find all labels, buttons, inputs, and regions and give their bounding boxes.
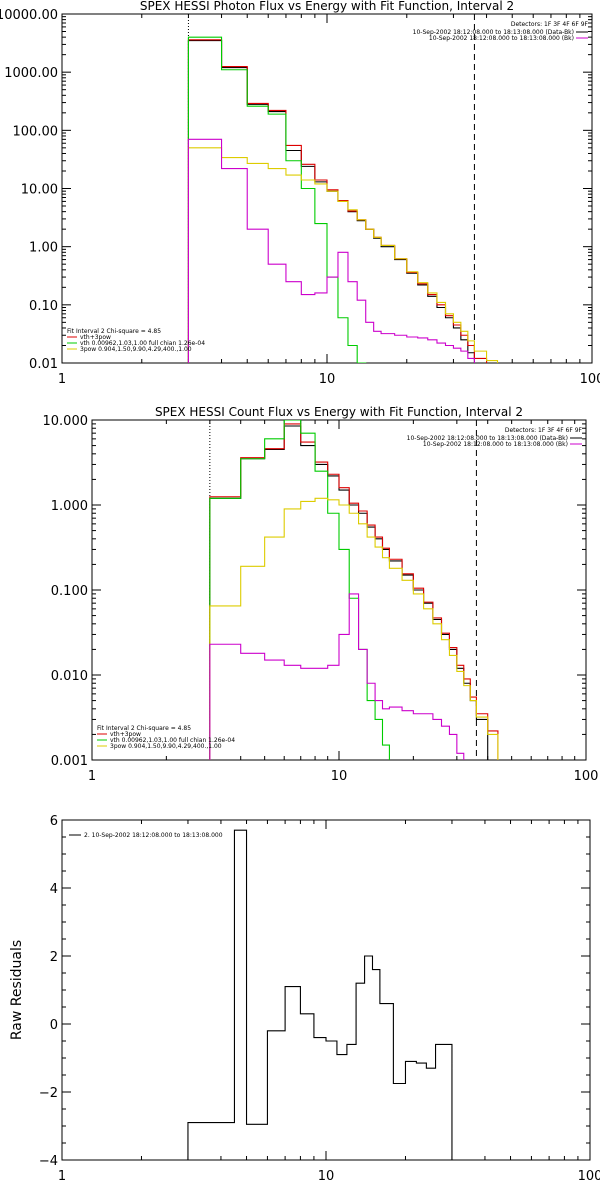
legend-entry-label: 3pow 0.904,1.50,9.90,4.29,400.,1.00 (110, 743, 222, 750)
y-tick-label: 1.00 (29, 241, 58, 256)
y-tick-label: 100.00 (13, 124, 59, 139)
y-tick-label: 0.01 (29, 357, 58, 372)
legend-header: Detectors: 1F 3F 4F 6F 9F (511, 21, 589, 28)
legend-entry-label: vth+3pow (80, 334, 111, 341)
plot-frame (61, 819, 591, 1161)
y-tick-label: 6 (50, 814, 58, 829)
data-series-line (209, 593, 465, 760)
y-tick-label: 0 (50, 1018, 58, 1033)
y-tick-label: 10.000 (43, 414, 89, 429)
photon-flux-panel: SPEX HESSI Photon Flux vs Energy with Fi… (0, 0, 600, 387)
x-tick-label: 100 (578, 1169, 600, 1184)
legend-entry-label: 3pow 0.904,1.50,9.90,4.29,400.,1.00 (80, 346, 192, 353)
y-tick-label: 10000.00 (0, 8, 58, 23)
legend-header: Fit Interval 2 Chi-square = 4.85 (67, 328, 161, 335)
legend-header: Detectors: 1F 3F 4F 6F 9F (505, 427, 583, 434)
y-tick-label: 10.00 (21, 183, 58, 198)
y-tick-label: 1000.00 (4, 66, 58, 81)
legend-header: Fit Interval 2 Chi-square = 4.85 (97, 725, 191, 732)
data-series-line (187, 829, 453, 1160)
x-tick-label: 1 (58, 372, 66, 387)
y-tick-label: 0.001 (51, 754, 88, 769)
y-tick-label: −4 (39, 1154, 58, 1169)
x-tick-label: 100 (580, 372, 600, 387)
y-axis-label: Raw Residuals (9, 940, 25, 1040)
data-series-line (209, 497, 499, 760)
legend-entry-label: vth 0.00962,1.03,1.00 full chian 1.26e-0… (110, 737, 235, 744)
data-series-line (187, 36, 367, 363)
y-tick-label: 1.000 (51, 499, 88, 514)
data-series-line (187, 138, 475, 363)
data-series-line (187, 147, 499, 363)
y-tick-label: 4 (50, 882, 58, 897)
x-tick-label: 10 (318, 1169, 335, 1184)
legend-entry-label: 10-Sep-2002 18:12:08.000 to 18:13:08.000… (423, 441, 568, 448)
y-tick-label: 0.010 (51, 669, 88, 684)
panel-title: SPEX HESSI Photon Flux vs Energy with Fi… (140, 0, 514, 13)
x-tick-label: 100 (574, 769, 599, 784)
residuals-panel: Raw Residuals 1 10 100 −4 −2 0 2 4 6 2. 10-Sep-200… (9, 814, 600, 1184)
x-tick-label: 10 (331, 769, 348, 784)
legend-entry-label: 10-Sep-2002 18:12:08.000 to 18:13:08.000… (429, 35, 574, 42)
data-series-line (209, 423, 499, 760)
legend-entry-label: 2. 10-Sep-2002 18:12:08.000 to 18:13:08.… (84, 832, 223, 839)
panel-title: SPEX HESSI Count Flux vs Energy with Fit… (155, 405, 523, 419)
legend-entry-label: 10-Sep-2002 18:12:08.000 to 18:13:08.000… (413, 29, 574, 36)
x-tick-label: 1 (88, 769, 96, 784)
y-tick-label: 0.10 (29, 299, 58, 314)
count-flux-panel: SPEX HESSI Count Flux vs Energy with Fit… (43, 405, 599, 784)
legend-entry-label: vth+3pow (110, 731, 141, 738)
y-tick-label: 0.100 (51, 584, 88, 599)
data-series-line (187, 39, 475, 363)
data-series-line (209, 420, 390, 760)
legend-entry-label: vth 0.00962,1.03,1.00 full chian 1.26e-0… (80, 340, 205, 347)
y-tick-label: 2 (50, 950, 58, 965)
y-tick-label: −2 (39, 1086, 58, 1101)
legend-entry-label: 10-Sep-2002 18:12:08.000 to 18:13:08.000… (407, 435, 568, 442)
x-tick-label: 10 (319, 372, 336, 387)
x-tick-label: 1 (58, 1169, 66, 1184)
data-series-line (187, 39, 488, 363)
plot-frame (91, 419, 587, 761)
